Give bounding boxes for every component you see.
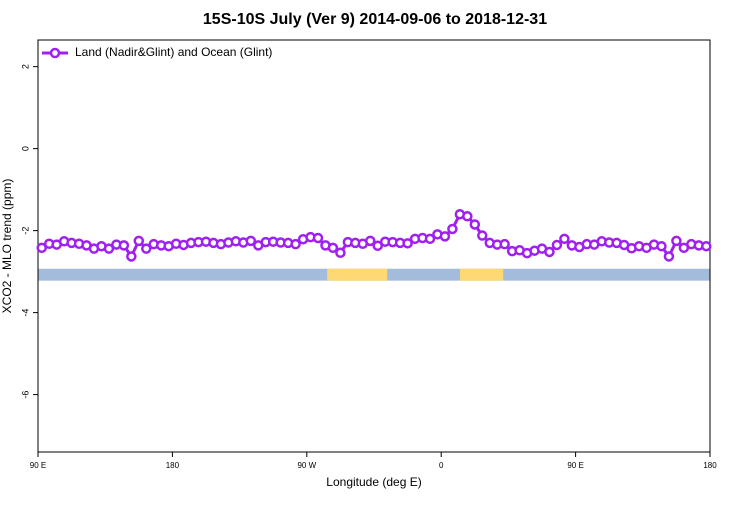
x-tick-label: 180 xyxy=(703,461,717,470)
point xyxy=(335,247,346,259)
point xyxy=(499,238,510,250)
point xyxy=(118,240,130,251)
point xyxy=(312,232,324,244)
legend-label: Land (Nadir&Glint) and Ocean (Glint) xyxy=(75,45,272,59)
point xyxy=(559,233,570,245)
point xyxy=(290,238,301,250)
point xyxy=(141,243,152,254)
x-tick-label: 90 E xyxy=(30,461,46,470)
x-tick-label: 90 W xyxy=(297,461,316,470)
x-axis-label: Longitude (deg E) xyxy=(326,475,421,489)
point xyxy=(663,251,675,262)
point xyxy=(372,240,383,252)
legend-marker xyxy=(49,47,61,59)
point xyxy=(551,239,563,251)
point xyxy=(365,235,376,247)
point xyxy=(36,242,47,254)
x-tick-label: 0 xyxy=(439,461,444,470)
point xyxy=(402,238,413,249)
land-span xyxy=(460,268,504,281)
point xyxy=(126,251,137,262)
point xyxy=(477,230,488,241)
point xyxy=(439,231,451,242)
x-tick-label: 180 xyxy=(166,461,180,470)
point xyxy=(133,235,145,247)
point xyxy=(656,240,667,252)
point xyxy=(245,235,257,247)
y-tick-label: -2 xyxy=(20,227,30,235)
point xyxy=(447,223,458,235)
point xyxy=(544,246,555,258)
y-tick-label: -4 xyxy=(20,309,30,317)
x-tick-label: 90 E xyxy=(567,461,583,470)
point xyxy=(469,219,481,230)
land-span xyxy=(327,268,388,281)
y-tick-label: 2 xyxy=(20,64,30,69)
point xyxy=(701,240,712,252)
point xyxy=(671,235,682,247)
y-tick-label: 0 xyxy=(20,146,30,151)
y-tick-label: -6 xyxy=(20,391,30,399)
point xyxy=(462,211,473,222)
chart-title: 15S-10S July (Ver 9) 2014-09-06 to 2018-… xyxy=(203,11,547,28)
point xyxy=(327,242,339,254)
point xyxy=(103,243,115,254)
point xyxy=(424,233,436,245)
y-axis-label: XCO2 - MLO trend (ppm) xyxy=(0,179,14,314)
